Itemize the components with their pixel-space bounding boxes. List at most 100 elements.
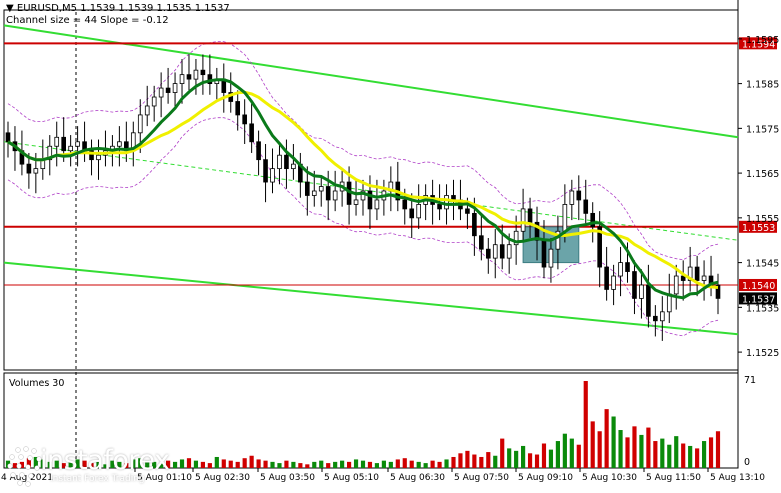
candle-body [472,212,477,237]
candle-body [479,235,484,250]
candle [47,135,53,176]
price-axis: 1.1595 1.1585 1.1575 1.1565 1.1555 1.1545 1.15… [738,35,779,468]
candle-body [96,154,101,161]
candle-body [576,190,582,201]
candle-body [437,204,442,210]
candle [256,130,261,176]
time-tick-label: 5 Aug 11:50 [646,473,701,483]
candle [235,90,241,131]
candle [569,179,575,221]
time-tick-label: 5 Aug 10:30 [582,473,637,483]
candle [611,264,616,306]
candle-body [47,145,53,161]
candle-body [54,136,60,147]
candle-body [353,199,359,205]
price-tick-label: 1.1575 [746,124,779,135]
candle-body [465,208,470,214]
current-price-label-bg [739,292,777,305]
candle-body [235,101,241,116]
candle-body [639,284,644,299]
price-tick-label: 1.1585 [746,80,779,91]
candle [172,72,178,109]
time-tick-label: 5 Aug 13:10 [710,473,765,483]
candle-body [416,204,422,219]
resistance-level-label: 1.1594 [742,39,775,50]
candle [249,103,254,153]
candle [604,246,609,301]
time-tick-label: 5 Aug 07:50 [454,473,509,483]
candle-body [409,208,415,219]
candle-body [506,244,512,259]
candle-body [61,136,67,152]
ohlc-readout: 1.1539 1.1539 1.1535 1.1537 [80,3,230,14]
candle [492,229,498,279]
candle-body [694,266,700,281]
time-tick-label: 5 Aug 05:10 [324,473,379,483]
channel-middle-line [3,141,739,241]
candle-body [249,123,254,143]
envelope-upper-line [7,41,719,261]
candle [75,126,80,167]
candle-body [89,150,94,161]
candle-body [618,262,623,277]
price-tick-label: 1.1555 [746,214,779,225]
candle-body [513,230,519,246]
candle [151,85,157,122]
candle [242,99,247,145]
candle [360,179,366,216]
candle [193,58,199,95]
candle-body [367,190,373,210]
volume-max-label: 71 [744,375,756,386]
candle-body [562,204,568,232]
current-price-label: 1.1537 [742,294,775,305]
candle-body [151,96,157,107]
candle-body [75,141,80,147]
candle-body [277,154,282,170]
candle [144,85,150,127]
candle-body [137,114,143,134]
candle-body [569,190,575,205]
candle-body [527,208,533,223]
volume-zero-label: 0 [744,457,750,468]
candle-body [172,83,178,93]
candle [165,67,171,104]
candle [89,139,94,176]
price-tick-label: 1.1545 [746,259,779,270]
candle [653,305,658,337]
candle [520,188,526,243]
candle [583,179,589,225]
candle [694,255,700,297]
price-tick-label: 1.1565 [746,169,779,180]
candle-body [555,230,561,250]
candle-body [284,154,289,170]
candle [5,121,11,158]
candle-body [33,168,39,174]
candle-body [270,168,275,183]
candle-body [492,244,498,259]
volume-bars [5,381,721,468]
candle-body [673,275,679,295]
chart-header: ▼ EURUSD,M5 1.1539 1.1539 1.1535 1.1537 … [6,3,230,27]
candle [632,260,637,315]
collapse-arrow-icon[interactable]: ▼ [6,3,14,14]
candle [701,260,707,301]
candle [332,170,338,212]
candle [158,72,164,118]
candle-body [499,244,505,259]
ma-fast-line [7,78,719,300]
candle [687,246,693,292]
candle-body [597,226,602,268]
candle-body [200,69,206,76]
lower-level-label: 1.1540 [742,281,775,292]
candle-body [256,141,261,161]
price-tick-label: 1.1525 [746,348,779,359]
time-tick-label: 5 Aug 01:10 [137,473,192,483]
channel-lower-line [3,261,739,336]
candle [54,121,60,167]
candle-body [263,159,268,183]
candle-body [646,284,651,317]
moving-averages [7,78,719,300]
